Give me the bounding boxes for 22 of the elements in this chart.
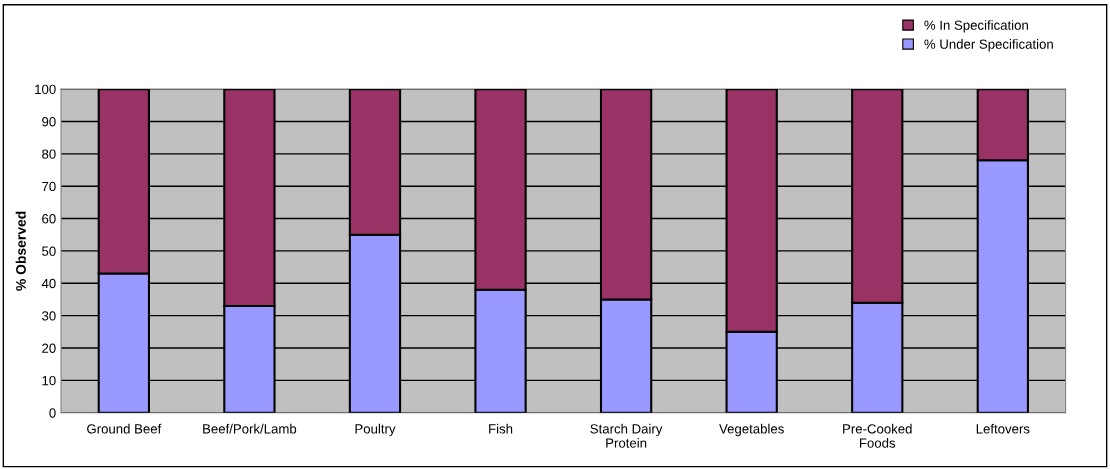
- x-tick-label: Vegetables: [719, 423, 784, 437]
- y-tick-label: 80: [42, 149, 56, 159]
- x-tick-label: Ground Beef: [87, 423, 162, 434]
- y-tick-label: 10: [42, 375, 56, 386]
- x-tick-label: Beef/Pork/Lamb: [203, 423, 297, 434]
- x-tick-label: Pre-Cooked Foods: [843, 423, 912, 448]
- y-tick-label: 70: [42, 181, 56, 192]
- x-tick-label: Poultry: [355, 423, 396, 437]
- x-tick-label: Leftovers: [976, 423, 1030, 434]
- y-tick-label: 30: [42, 311, 56, 321]
- legend-label: % Under Specification: [924, 39, 1053, 52]
- y-tick-label: 20: [42, 343, 56, 353]
- y-tick-label: 90: [42, 117, 56, 127]
- legend-label: % In Specification: [924, 20, 1028, 33]
- y-tick-label: 0: [49, 408, 56, 418]
- y-tick-label: 40: [41, 278, 56, 289]
- y-tick-label: 100: [35, 84, 56, 95]
- y-tick-label: 60: [42, 214, 56, 224]
- y-axis-title: % Observed: [15, 211, 26, 291]
- y-tick-label: 50: [42, 246, 56, 256]
- x-tick-label: Starch Dairy Protein: [590, 423, 663, 448]
- x-tick-label: Fish: [489, 423, 513, 434]
